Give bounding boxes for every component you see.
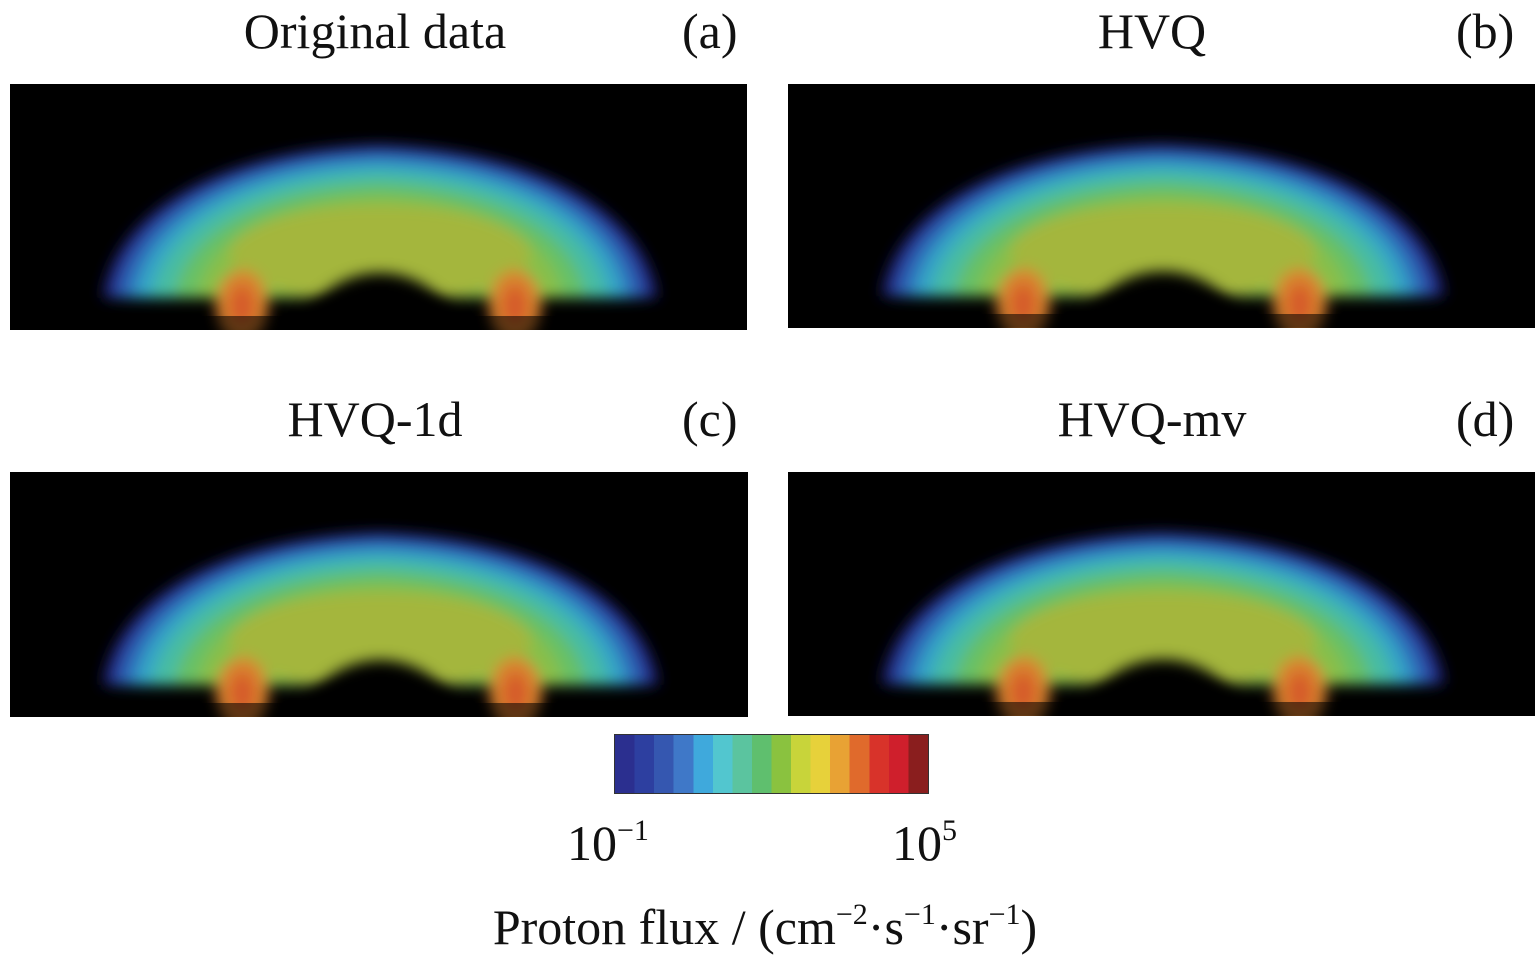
panel-d-letter: (d) bbox=[1456, 391, 1515, 447]
panel-c-title: HVQ-1d bbox=[287, 391, 463, 447]
panel-c-letter: (c) bbox=[682, 391, 738, 447]
panel-d-title: HVQ-mv bbox=[1057, 391, 1247, 447]
panel-b-heatmap bbox=[788, 84, 1535, 328]
panel-b-letter: (b) bbox=[1456, 3, 1515, 59]
panel-a-title: Original data bbox=[243, 3, 507, 59]
colorbar-min-label: 10−1 bbox=[567, 814, 649, 871]
colorbar-units-label: Proton flux / (cm−2·s−1·sr−1) bbox=[492, 898, 1038, 955]
panel-c-heatmap bbox=[10, 472, 748, 717]
colorbar bbox=[614, 734, 929, 794]
colorbar-max-label: 105 bbox=[892, 814, 957, 871]
panel-d-heatmap bbox=[788, 472, 1535, 716]
panel-b-title: HVQ bbox=[1097, 3, 1207, 59]
panel-a-heatmap bbox=[10, 84, 747, 330]
panel-a-letter: (a) bbox=[682, 3, 738, 59]
